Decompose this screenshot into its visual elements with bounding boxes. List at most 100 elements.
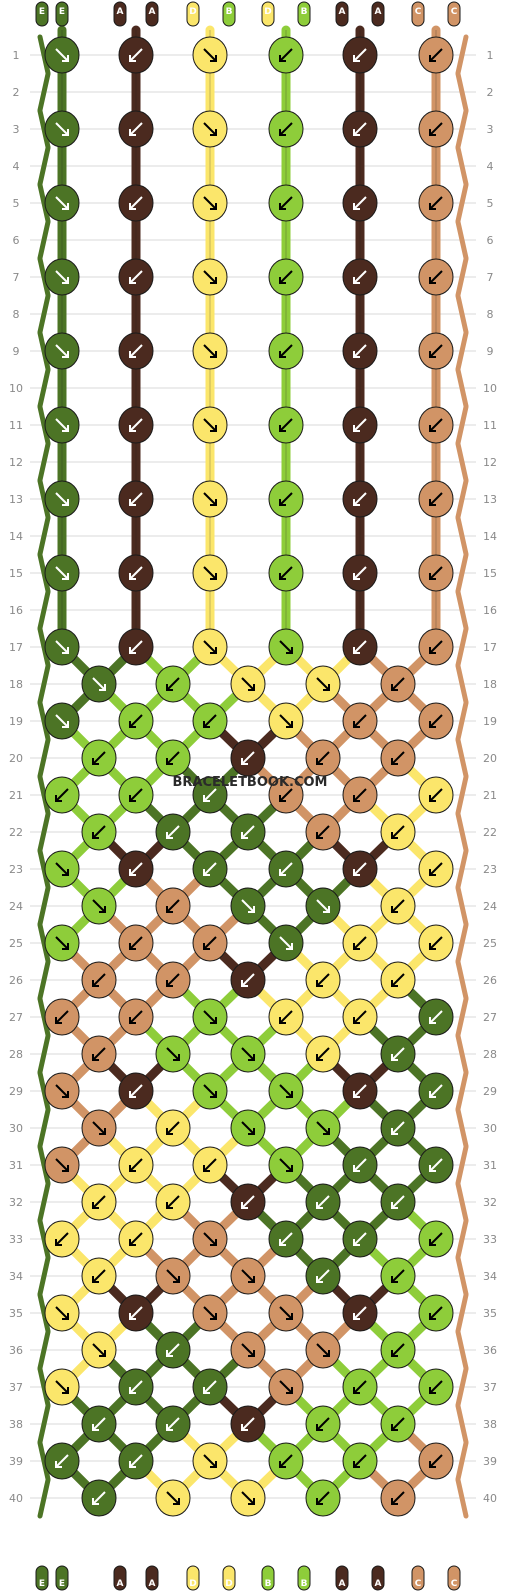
knot: [380, 1183, 416, 1221]
arrow-down-left-icon: [429, 640, 443, 654]
edge-thread-left: [37, 811, 51, 853]
arrow-down-right-icon: [55, 1084, 69, 1098]
knot: [118, 924, 154, 962]
arrow-down-left-icon: [279, 270, 293, 284]
row-number-left: 10: [9, 382, 23, 395]
knot: [155, 961, 191, 999]
arrow-down-left-icon: [353, 1084, 367, 1098]
arrow-down-left-icon: [166, 1195, 180, 1209]
arrow-down-left-icon: [429, 196, 443, 210]
arrow-down-right-icon: [241, 1121, 255, 1135]
knot: [418, 1368, 454, 1406]
edge-thread-right: [455, 1329, 469, 1371]
string-letter: A: [375, 7, 382, 17]
knot: [268, 554, 304, 592]
top-string-tab: E: [35, 1, 49, 27]
knot: [268, 258, 304, 296]
knot: [192, 332, 228, 370]
arrow-down-right-icon: [203, 344, 217, 358]
knot: [305, 1331, 341, 1369]
knot: [192, 258, 228, 296]
row-number-right: 19: [483, 715, 497, 728]
arrow-down-left-icon: [391, 1047, 405, 1061]
edge-thread-left: [37, 552, 51, 594]
arrow-down-right-icon: [55, 1158, 69, 1172]
arrow-down-left-icon: [279, 122, 293, 136]
row-number-right: 13: [483, 493, 497, 506]
row-numbers-right: 1234567891011121314151617181920212223242…: [483, 49, 497, 1505]
row-number-left: 8: [13, 308, 20, 321]
arrow-down-left-icon: [203, 714, 217, 728]
knot: [44, 332, 80, 370]
arrow-down-left-icon: [429, 788, 443, 802]
row-number-left: 16: [9, 604, 23, 617]
knot: [268, 1294, 304, 1332]
edge-thread-left: [37, 959, 51, 1001]
arrow-down-left-icon: [129, 418, 143, 432]
arrow-down-right-icon: [279, 1306, 293, 1320]
arrow-down-left-icon: [92, 1047, 106, 1061]
arrow-down-left-icon: [129, 270, 143, 284]
arrow-down-right-icon: [166, 1269, 180, 1283]
row-number-left: 33: [9, 1233, 23, 1246]
knot: [192, 1072, 228, 1110]
edge-thread-right: [455, 774, 469, 816]
edge-thread-right: [455, 1292, 469, 1334]
knot: [418, 776, 454, 814]
edge-thread-right: [455, 1403, 469, 1445]
watermark-text: BRACELETBOOK.COM: [173, 775, 328, 790]
knot: [418, 480, 454, 518]
edge-thread-left: [37, 367, 51, 409]
knot: [342, 776, 378, 814]
edge-thread-right: [455, 996, 469, 1038]
knot: [118, 702, 154, 740]
knot: [44, 998, 80, 1036]
string-letter: E: [59, 1579, 65, 1589]
knot: [44, 258, 80, 296]
knot: [342, 1072, 378, 1110]
knot: [192, 924, 228, 962]
bottom-string-tab: C: [411, 1565, 425, 1591]
knot: [44, 1146, 80, 1184]
edge-thread-left: [37, 1218, 51, 1260]
row-number-left: 13: [9, 493, 23, 506]
knot: [342, 850, 378, 888]
edge-thread-left: [37, 182, 51, 224]
knot: [268, 406, 304, 444]
string-end: [335, 1565, 349, 1591]
string-end: [447, 1, 461, 27]
edge-thread-right: [455, 34, 469, 76]
arrow-down-right-icon: [203, 492, 217, 506]
arrow-down-left-icon: [429, 344, 443, 358]
row-number-right: 1: [487, 49, 494, 62]
knot: [192, 702, 228, 740]
row-number-left: 32: [9, 1196, 23, 1209]
edge-thread-left: [37, 256, 51, 298]
arrow-down-right-icon: [316, 899, 330, 913]
knot: [230, 665, 266, 703]
string-letter: C: [415, 7, 422, 17]
arrow-down-left-icon: [279, 418, 293, 432]
edge-thread-right: [455, 700, 469, 742]
edge-thread-left: [37, 1292, 51, 1334]
arrow-down-left-icon: [166, 973, 180, 987]
arrow-down-left-icon: [391, 677, 405, 691]
arrow-down-right-icon: [241, 1491, 255, 1505]
string-end: [335, 1, 349, 27]
bottom-string-tab: B: [297, 1565, 311, 1591]
arrow-down-right-icon: [166, 1047, 180, 1061]
row-number-right: 29: [483, 1085, 497, 1098]
knot: [305, 813, 341, 851]
string-letter: E: [39, 1579, 45, 1589]
knot: [418, 184, 454, 222]
string-end: [297, 1565, 311, 1591]
knot: [81, 1109, 117, 1147]
knot: [192, 36, 228, 74]
arrow-down-right-icon: [241, 1343, 255, 1357]
row-number-left: 6: [13, 234, 20, 247]
row-number-left: 24: [9, 900, 23, 913]
arrow-down-right-icon: [55, 344, 69, 358]
knot: [342, 1442, 378, 1480]
row-number-right: 26: [483, 974, 497, 987]
